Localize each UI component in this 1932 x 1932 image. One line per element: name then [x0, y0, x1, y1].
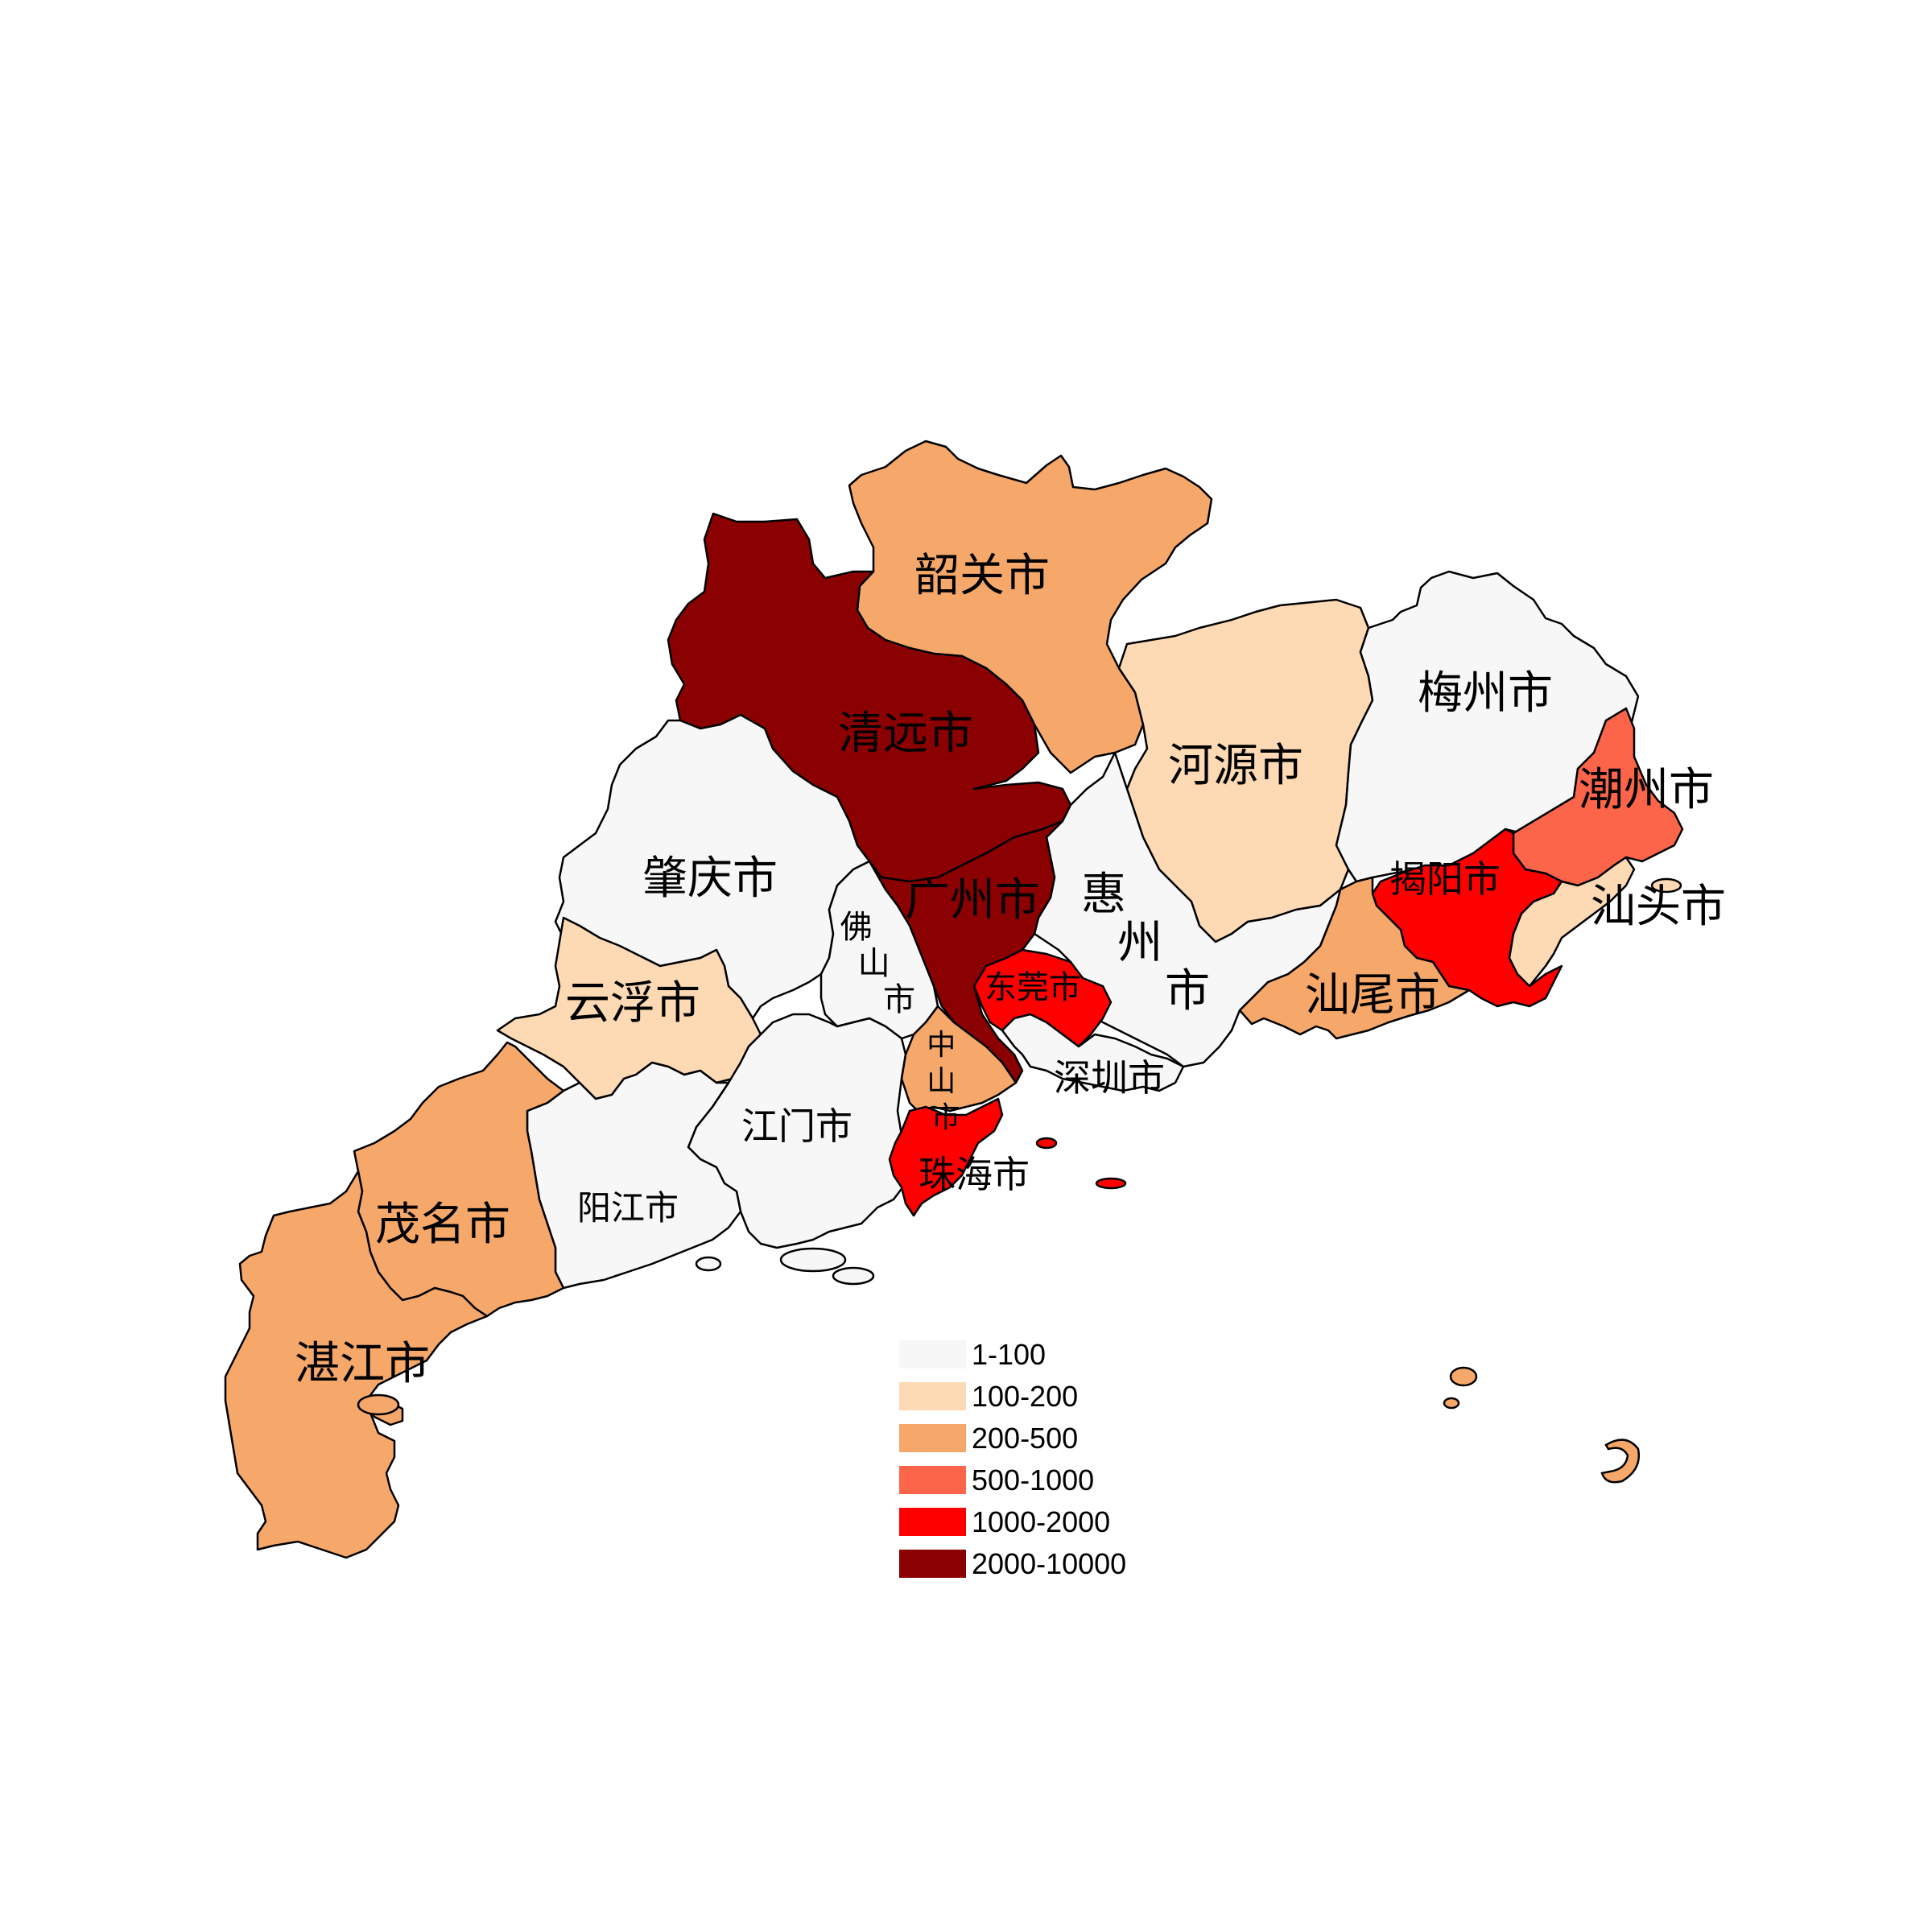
label-jiangmen: 江门市 — [741, 1104, 852, 1148]
label-dongguan: 东莞市 — [985, 969, 1081, 1006]
label-huizhou-line: 州 — [1117, 917, 1162, 969]
label-huizhou-line: 惠 — [1081, 869, 1126, 921]
label-qingyuan: 清远市 — [838, 708, 973, 760]
label-foshan-line: 佛 — [840, 909, 873, 946]
offshore-islands — [357, 877, 1682, 1484]
label-huizhou-line: 市 — [1165, 965, 1210, 1018]
label-foshan: 佛 山 市 — [840, 909, 915, 1018]
region-dongguan — [972, 948, 1113, 1048]
island-shangchuan — [779, 1247, 847, 1273]
label-yangjiang: 阳江市 — [577, 1188, 679, 1228]
label-meizhou: 梅州市 — [1418, 667, 1553, 720]
label-zhaoqing: 肇庆市 — [642, 852, 778, 905]
legend-label: 1-100 — [972, 1338, 1046, 1371]
legend-label: 2000-10000 — [972, 1547, 1126, 1580]
region-zhuhai — [888, 1097, 1004, 1217]
label-jieyang: 揭阳市 — [1389, 857, 1501, 901]
label-shenzhen: 深圳市 — [1054, 1056, 1165, 1100]
island-nanao — [1650, 877, 1682, 894]
region-yangjiang — [526, 1061, 742, 1290]
island-dongao — [1035, 1137, 1058, 1150]
label-zhanjiang: 湛江市 — [295, 1338, 430, 1390]
label-guangzhou: 广州市 — [905, 874, 1040, 927]
region-shantou — [1508, 856, 1636, 988]
label-zhuhai: 珠海市 — [919, 1153, 1030, 1196]
island-nanpeng-1 — [1449, 1366, 1478, 1387]
label-shantou: 汕头市 — [1591, 881, 1726, 933]
legend-swatch — [899, 1424, 966, 1452]
city-regions — [224, 440, 1684, 1559]
island-donghai — [357, 1393, 400, 1416]
city-labels: 韶关市 清远市 河源市 梅州市 潮州市 揭阳市 汕头市 汕尾市 惠 州 市 广州… — [295, 550, 1726, 1390]
label-shanwei: 汕尾市 — [1305, 969, 1440, 1022]
label-zhongshan-line: 山 — [927, 1065, 956, 1098]
label-heyuan: 河源市 — [1168, 740, 1303, 792]
label-huizhou: 惠 州 市 — [1081, 869, 1210, 1018]
legend-label: 500-1000 — [972, 1463, 1094, 1496]
island-nanpeng-2 — [1443, 1397, 1460, 1410]
region-maoming — [353, 1041, 565, 1318]
legend: 1-100 100-200 200-500 500-1000 1000-2000… — [899, 1338, 1126, 1580]
label-foshan-line: 山 — [858, 945, 890, 982]
island-hailing — [695, 1256, 722, 1272]
label-zhongshan-line: 中 — [927, 1029, 956, 1062]
legend-swatch — [899, 1508, 966, 1536]
island-wanshan — [1095, 1177, 1127, 1190]
legend-label: 1000-2000 — [972, 1505, 1110, 1538]
region-foshan — [819, 860, 939, 1040]
label-yunfu: 云浮市 — [565, 977, 700, 1030]
legend-label: 200-500 — [972, 1422, 1078, 1455]
island-xiachuan — [832, 1266, 875, 1286]
label-foshan-line: 市 — [883, 981, 915, 1018]
label-maoming: 茂名市 — [375, 1199, 510, 1251]
region-shenzhen — [1001, 1013, 1185, 1092]
label-zhongshan: 中 山 市 — [927, 1029, 964, 1134]
label-zhongshan-line: 市 — [931, 1101, 960, 1134]
island-dongsha — [1600, 1439, 1641, 1484]
region-zhanjiang — [224, 1170, 489, 1559]
label-shaoguan: 韶关市 — [914, 550, 1050, 602]
legend-swatch — [899, 1340, 966, 1368]
legend-swatch — [899, 1382, 966, 1410]
label-chaozhou: 潮州市 — [1579, 764, 1714, 816]
legend-swatch — [899, 1466, 966, 1494]
legend-swatch — [899, 1550, 966, 1578]
legend-label: 100-200 — [972, 1380, 1078, 1413]
